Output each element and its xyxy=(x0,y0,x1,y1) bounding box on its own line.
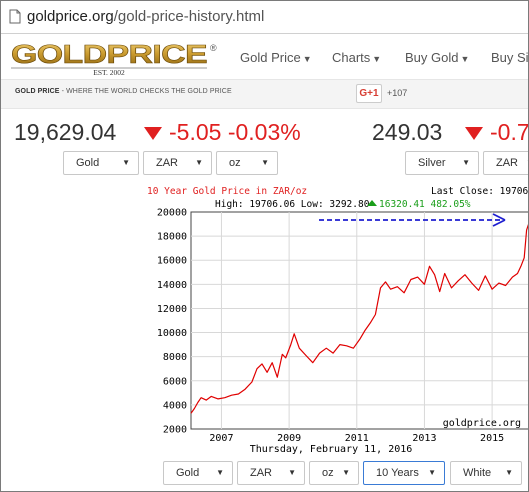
nav-buy-silver[interactable]: Buy Si xyxy=(491,50,529,65)
gold-change-value: -5.05 xyxy=(169,119,222,145)
page-icon xyxy=(9,9,21,24)
svg-text:EST. 2002: EST. 2002 xyxy=(93,68,125,75)
x-tick-label: 2015 xyxy=(480,433,504,444)
goldprice-logo[interactable]: GOLDPRICE ® EST. 2002 xyxy=(9,39,219,75)
silver-metal-select[interactable]: Silver ▼ xyxy=(405,151,479,175)
silver-change: -0.7 xyxy=(490,119,529,145)
google-plus-count: +107 xyxy=(387,88,408,98)
up-triangle-icon xyxy=(367,200,377,206)
y-tick-label: 8000 xyxy=(163,352,187,363)
annotation-arrow-head xyxy=(492,213,506,227)
gold-change-percent: -0.03% xyxy=(227,119,301,145)
svg-text:GOLDPRICE: GOLDPRICE xyxy=(11,39,207,69)
date-label: Thursday, February 11, 2016 xyxy=(250,444,413,455)
caret-down-icon: ▼ xyxy=(526,158,528,167)
x-tick-label: 2007 xyxy=(209,433,233,444)
chart-title: 10 Year Gold Price in ZAR/oz xyxy=(147,186,307,197)
caret-down-icon: ▼ xyxy=(428,468,436,477)
nav-charts[interactable]: Charts ▼ xyxy=(332,50,382,65)
y-tick-label: 16000 xyxy=(157,256,187,267)
caret-down-icon: ▼ xyxy=(460,54,470,64)
down-arrow-icon xyxy=(144,127,162,140)
google-plus-button[interactable]: G+1 xyxy=(356,84,382,103)
y-tick-label: 12000 xyxy=(157,304,187,315)
address-bar[interactable]: goldprice.org/gold-price-history.html xyxy=(1,1,528,34)
plot-area xyxy=(190,211,528,430)
caret-down-icon: ▼ xyxy=(122,158,130,167)
caret-down-icon: ▼ xyxy=(372,54,382,64)
tagline-text: - WHERE THE WORLD CHECKS THE GOLD PRICE xyxy=(59,88,232,95)
y-tick-label: 6000 xyxy=(163,376,187,387)
svg-text:®: ® xyxy=(210,43,217,53)
x-tick-label: 2013 xyxy=(412,433,436,444)
tagline-bar: GOLD PRICE - WHERE THE WORLD CHECKS THE … xyxy=(1,79,528,109)
metal-select[interactable]: Gold ▼ xyxy=(63,151,139,175)
x-tick-label: 2009 xyxy=(277,433,301,444)
url-path: /gold-price-history.html xyxy=(113,8,265,25)
x-tick-label: 2011 xyxy=(345,433,369,444)
chart-period-select[interactable]: 10 Years ▼ xyxy=(363,461,445,485)
last-close-label: Last Close: 19706.0 xyxy=(431,186,529,197)
tagline: GOLD PRICE - WHERE THE WORLD CHECKS THE … xyxy=(15,88,232,95)
caret-down-icon: ▼ xyxy=(505,468,513,477)
site-header: GOLDPRICE ® EST. 2002 Gold Price ▼ Charts… xyxy=(1,34,528,79)
gold-price-chart: 2000 4000 6000 8000 10000 12000 14000 16000 1800… xyxy=(141,183,529,461)
down-arrow-icon xyxy=(465,127,483,140)
gold-price: 19,629.04 xyxy=(14,119,117,145)
unit-select[interactable]: oz ▼ xyxy=(216,151,278,175)
url-domain: goldprice.org xyxy=(27,8,114,25)
y-tick-label: 14000 xyxy=(157,280,187,291)
gold-change: -5.05 -0.03% xyxy=(169,119,301,146)
change-stats: 16320.41 482.05% xyxy=(379,199,471,210)
caret-down-icon: ▼ xyxy=(302,54,312,64)
caret-down-icon: ▼ xyxy=(288,468,296,477)
chart-currency-select[interactable]: ZAR ▼ xyxy=(237,461,305,485)
currency-select[interactable]: ZAR ▼ xyxy=(143,151,212,175)
chart-theme-select[interactable]: White ▼ xyxy=(450,461,522,485)
caret-down-icon: ▼ xyxy=(342,468,350,477)
silver-price: 249.03 xyxy=(372,119,443,145)
caret-down-icon: ▼ xyxy=(462,158,470,167)
y-tick-label: 4000 xyxy=(163,400,187,411)
caret-down-icon: ▼ xyxy=(261,158,269,167)
chart-unit-select[interactable]: oz ▼ xyxy=(309,461,359,485)
nav-buy-gold[interactable]: Buy Gold ▼ xyxy=(405,50,470,65)
y-tick-label: 10000 xyxy=(157,328,187,339)
tagline-brand: GOLD PRICE xyxy=(15,88,60,95)
silver-currency-select[interactable]: ZAR▼ xyxy=(483,151,528,175)
watermark: goldprice.org xyxy=(443,418,521,429)
gold-price-line xyxy=(190,224,528,414)
caret-down-icon: ▼ xyxy=(216,468,224,477)
nav-gold-price[interactable]: Gold Price ▼ xyxy=(240,50,312,65)
y-tick-label: 20000 xyxy=(157,208,187,219)
high-low-stats: High: 19706.06 Low: 3292.80 xyxy=(215,199,370,210)
caret-down-icon: ▼ xyxy=(195,158,203,167)
y-tick-label: 2000 xyxy=(163,425,187,436)
chart-svg: 2000 4000 6000 8000 10000 12000 14000 16000 1800… xyxy=(147,186,529,455)
y-tick-label: 18000 xyxy=(157,232,187,243)
chart-metal-select[interactable]: Gold ▼ xyxy=(163,461,233,485)
url-text[interactable]: goldprice.org/gold-price-history.html xyxy=(27,8,264,25)
